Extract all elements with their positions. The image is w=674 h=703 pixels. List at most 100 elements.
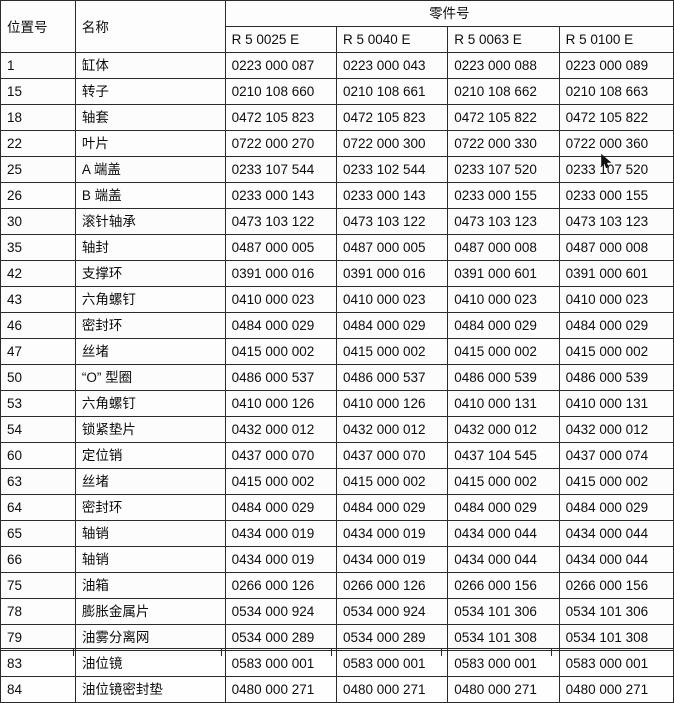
cell-part-no-model-1: 0410 000 126 (335, 390, 449, 417)
cell-part-no-model-3: 0266 000 156 (558, 572, 674, 599)
cell-position-no: 53 (0, 390, 76, 417)
table-row: 54 锁紧垫片 0432 000 012 0432 000 012 0432 000 0… (0, 416, 674, 443)
table-row: 65 轴销 0434 000 019 0434 000 019 0434 000 044… (0, 520, 674, 547)
cell-part-no-model-1: 0415 000 002 (335, 338, 449, 365)
cell-part-no-model-2: 0434 000 044 (447, 520, 560, 547)
cell-part-no-model-3: 0223 000 089 (558, 52, 674, 79)
cell-part-no-model-3: 0480 000 271 (558, 676, 674, 703)
table-row: 35 轴封 0487 000 005 0487 000 005 0487 000 008… (0, 234, 674, 261)
cell-part-no-model-2: 0233 107 520 (447, 156, 560, 183)
cell-part-no-model-0: 0437 000 070 (224, 442, 337, 469)
cell-part-no-model-0: 0473 103 122 (224, 208, 337, 235)
cell-part-no-model-3: 0722 000 360 (558, 130, 674, 157)
cell-position-no: 60 (0, 442, 76, 469)
column-header-model-1: R 5 0040 E (335, 26, 449, 53)
cell-part-no-model-0: 0434 000 019 (224, 520, 337, 547)
table-row: 43 六角螺钉 0410 000 023 0410 000 023 0410 000 0… (0, 286, 674, 313)
cell-part-no-model-1: 0722 000 300 (335, 130, 449, 157)
table-header: 位置号 名称 零件号 R 5 0025 E R 5 0040 E R 5 006… (0, 0, 674, 53)
cell-part-no-model-3: 0410 000 023 (558, 286, 674, 313)
cell-part-no-model-2: 0233 000 155 (447, 182, 560, 209)
cell-part-no-model-0: 0487 000 005 (224, 234, 337, 261)
cell-part-no-model-0: 0486 000 537 (224, 364, 337, 391)
cell-position-no: 1 (0, 52, 76, 79)
cell-part-no-model-3: 0415 000 002 (558, 338, 674, 365)
header-row-group: 位置号 名称 零件号 (0, 0, 674, 53)
cell-part-no-model-2: 0410 000 131 (447, 390, 560, 417)
cell-part-no-model-1: 0415 000 002 (335, 468, 449, 495)
cell-part-no-model-1: 0480 000 271 (335, 676, 449, 703)
cell-position-no: 46 (0, 312, 76, 339)
cell-part-no-model-0: 0534 000 289 (224, 624, 337, 651)
cell-part-no-model-3: 0534 101 306 (558, 598, 674, 625)
cell-part-no-model-1: 0534 000 924 (335, 598, 449, 625)
column-header-model-2: R 5 0063 E (447, 26, 560, 53)
cell-position-no: 26 (0, 182, 76, 209)
column-header-position-no-label: 位置号 (7, 19, 48, 35)
cell-part-no-model-0: 0432 000 012 (224, 416, 337, 443)
cell-part-no-model-0: 0480 000 271 (224, 676, 337, 703)
cell-part-no-model-3: 0487 000 008 (558, 234, 674, 261)
cell-position-no: 22 (0, 130, 76, 157)
cell-part-no-model-2: 0484 000 029 (447, 494, 560, 521)
cell-part-no-model-0: 0722 000 270 (224, 130, 337, 157)
cell-part-no-model-2: 0472 105 822 (447, 104, 560, 131)
cell-position-no: 15 (0, 78, 76, 105)
cell-part-no-model-0: 0223 000 087 (224, 52, 337, 79)
cell-part-name: 转子 (74, 78, 226, 105)
cell-part-name: 轴封 (74, 234, 226, 261)
cell-position-no: 42 (0, 260, 76, 287)
column-header-part-no-group: 零件号 (224, 0, 674, 27)
cell-part-no-model-3: 0210 108 663 (558, 78, 674, 105)
cell-part-no-model-3: 0391 000 601 (558, 260, 674, 287)
cell-part-no-model-0: 0415 000 002 (224, 338, 337, 365)
cell-part-no-model-0: 0534 000 924 (224, 598, 337, 625)
cell-part-no-model-3: 0484 000 029 (558, 494, 674, 521)
cell-position-no: 35 (0, 234, 76, 261)
cell-part-no-model-2: 0486 000 539 (447, 364, 560, 391)
cell-part-no-model-3: 0484 000 029 (558, 312, 674, 339)
cell-part-no-model-1: 0434 000 019 (335, 520, 449, 547)
table-row: 79 油雾分离网 0534 000 289 0534 000 289 0534 101 … (0, 624, 674, 651)
column-header-model-0: R 5 0025 E (224, 26, 337, 53)
cell-part-no-model-1: 0391 000 016 (335, 260, 449, 287)
cell-part-no-model-2: 0722 000 330 (447, 130, 560, 157)
cell-part-no-model-3: 0486 000 539 (558, 364, 674, 391)
cell-part-no-model-2: 0415 000 002 (447, 468, 560, 495)
table-row: 75 油箱 0266 000 126 0266 000 126 0266 000 156… (0, 572, 674, 599)
table-row: 15 转子 0210 108 660 0210 108 661 0210 108 662… (0, 78, 674, 105)
cell-part-no-model-3: 0437 000 074 (558, 442, 674, 469)
cell-part-no-model-0: 0266 000 126 (224, 572, 337, 599)
table-row: 25 A 端盖 0233 107 544 0233 102 544 0233 107 5… (0, 156, 674, 183)
cell-part-name: 叶片 (74, 130, 226, 157)
cell-part-name: B 端盖 (74, 182, 226, 209)
cell-part-no-model-1: 0223 000 043 (335, 52, 449, 79)
cell-part-name: 支撑环 (74, 260, 226, 287)
cell-part-name: 六角螺钉 (74, 286, 226, 313)
cell-part-no-model-2: 0266 000 156 (447, 572, 560, 599)
cell-part-no-model-3: 0434 000 044 (558, 520, 674, 547)
cell-part-no-model-0: 0210 108 660 (224, 78, 337, 105)
cell-part-no-model-2: 0415 000 002 (447, 338, 560, 365)
cell-part-no-model-3: 0432 000 012 (558, 416, 674, 443)
cell-part-name: 缸体 (74, 52, 226, 79)
cell-part-name: 密封环 (74, 312, 226, 339)
cell-position-no: 66 (0, 546, 76, 573)
column-header-position-no: 位置号 (0, 0, 76, 53)
cell-part-name: 油雾分离网 (74, 624, 226, 651)
cell-part-no-model-3: 0233 107 520 (558, 156, 674, 183)
table-row: 18 轴套 0472 105 823 0472 105 823 0472 105 822… (0, 104, 674, 131)
cell-part-no-model-0: 0484 000 029 (224, 494, 337, 521)
cell-part-name: 轴套 (74, 104, 226, 131)
table-row: 64 密封环 0484 000 029 0484 000 029 0484 000 02… (0, 494, 674, 521)
cell-part-name: 油箱 (74, 572, 226, 599)
table-row: 42 支撑环 0391 000 016 0391 000 016 0391 000 60… (0, 260, 674, 287)
cell-part-no-model-0: 0434 000 019 (224, 546, 337, 573)
cell-part-no-model-0: 0484 000 029 (224, 312, 337, 339)
cell-part-name: A 端盖 (74, 156, 226, 183)
cell-position-no: 43 (0, 286, 76, 313)
table-row: 60 定位销 0437 000 070 0437 000 070 0437 104 54… (0, 442, 674, 469)
table-row: 26 B 端盖 0233 000 143 0233 000 143 0233 000 1… (0, 182, 674, 209)
cell-position-no: 64 (0, 494, 76, 521)
table-row: 53 六角螺钉 0410 000 126 0410 000 126 0410 000 1… (0, 390, 674, 417)
